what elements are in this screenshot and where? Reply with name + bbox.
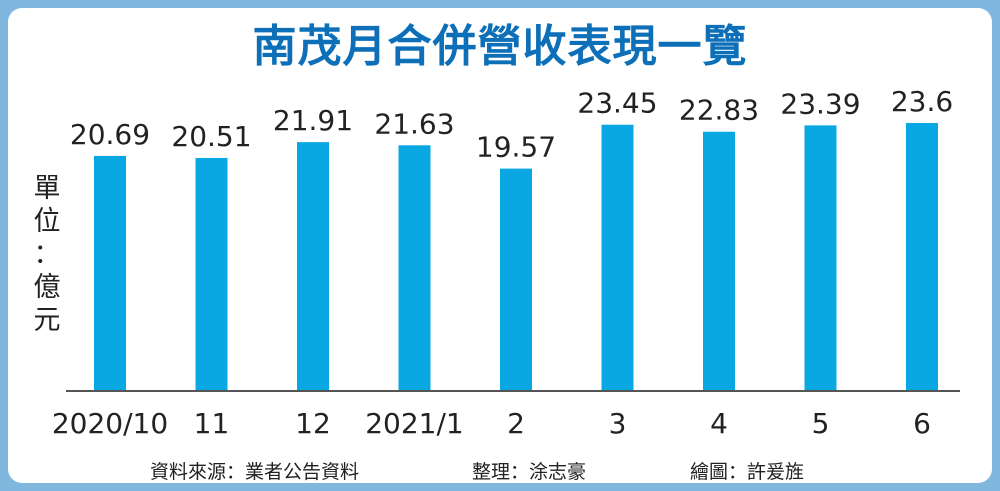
bar-value-label: 23.39 [780,87,860,120]
bar [195,157,228,390]
bar [297,142,329,390]
bar [94,155,126,390]
bar-value-label: 21.91 [273,104,353,137]
unit-char: 單 [33,173,61,204]
unit-char: ： [33,239,61,270]
x-tick-label: 3 [609,407,627,440]
chart-title: 南茂月合併營收表現一覽 [252,21,748,72]
x-tick-label: 6 [913,407,931,440]
x-tick-label: 2021/1 [365,407,464,440]
bar [500,168,532,390]
x-tick-label: 2020/10 [52,407,168,440]
x-tick-label: 4 [710,407,728,440]
x-tick-label: 12 [295,407,331,440]
illustrator-credit: 繪圖：許爰旌 [690,461,805,483]
x-tick-label: 2 [507,407,525,440]
value-labels-group: 20.69 20.51 21.91 21.63 19.57 23.45 22.83 23.39… [70,85,953,164]
editor-credit: 整理：涂志豪 [472,461,587,483]
bar-value-label: 20.51 [171,120,251,153]
unit-label: 單 位 ： 億 元 [30,172,64,337]
unit-char: 億 [33,272,61,303]
unit-char: 位 [33,206,61,237]
x-tick-labels-group: 2020/10 11 12 2021/1 2 3 4 5 6 [52,407,931,440]
x-tick-label: 5 [812,407,830,440]
bar-value-label: 23.6 [891,85,953,118]
x-tick-label: 11 [194,407,230,440]
footer: 資料來源：業者公告資料 整理：涂志豪 繪圖：許爰旌 [0,457,1000,483]
bar-value-label: 23.45 [577,87,657,120]
source-credit: 資料來源：業者公告資料 [150,461,360,483]
unit-char: 元 [33,305,61,336]
bar-value-label: 22.83 [679,94,759,127]
bar [906,123,938,390]
bar-value-label: 20.69 [70,118,150,151]
bars-group [94,123,938,391]
bar-value-label: 21.63 [374,107,454,140]
bar [601,124,634,391]
bar [703,131,735,391]
bar [398,145,431,390]
bar [804,125,837,390]
bar-value-label: 19.57 [476,131,556,164]
